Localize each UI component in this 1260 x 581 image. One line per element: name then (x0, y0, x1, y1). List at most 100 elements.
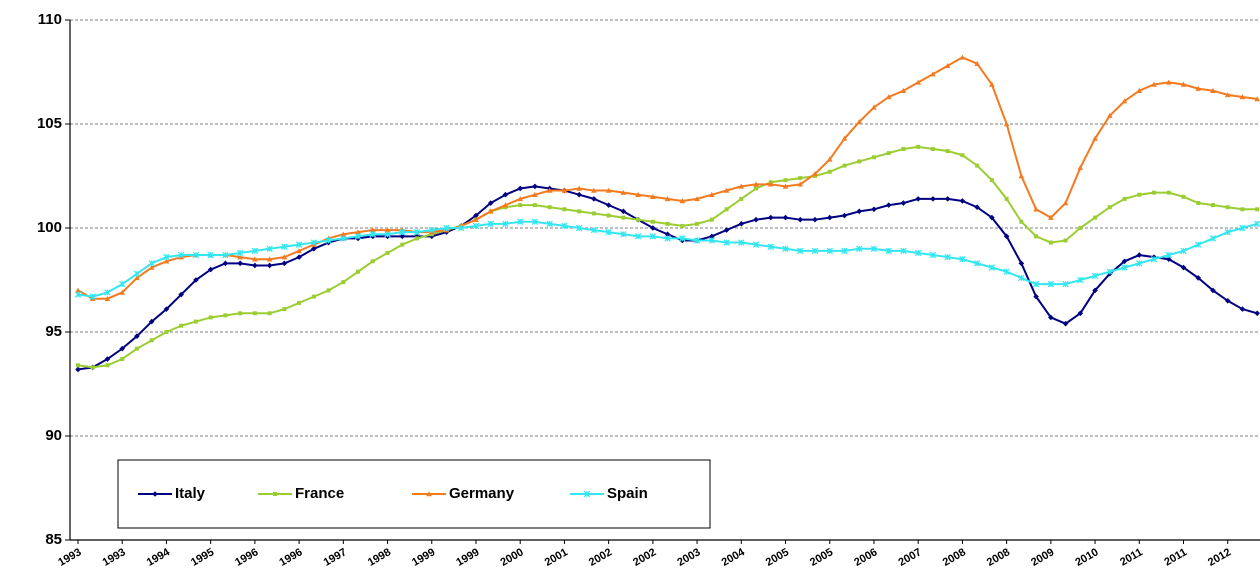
marker (133, 270, 141, 277)
marker (856, 208, 863, 215)
marker (826, 156, 833, 162)
marker (1003, 268, 1010, 275)
marker (738, 239, 745, 246)
marker (1004, 196, 1009, 201)
series (75, 54, 1260, 301)
marker (708, 237, 716, 244)
marker (723, 239, 730, 246)
marker (577, 209, 582, 214)
marker (930, 71, 936, 77)
marker (252, 311, 257, 316)
marker (1121, 98, 1128, 104)
marker (502, 202, 509, 208)
marker (989, 178, 994, 183)
marker (752, 241, 760, 248)
marker (208, 315, 213, 320)
marker (679, 235, 686, 242)
marker (738, 221, 745, 227)
marker (900, 247, 907, 255)
marker (1063, 238, 1068, 243)
marker (960, 153, 965, 158)
marker (1121, 258, 1128, 265)
marker (635, 191, 641, 197)
marker (163, 253, 170, 261)
marker (546, 187, 553, 193)
marker (1107, 112, 1113, 118)
marker (238, 311, 243, 316)
marker (1136, 87, 1143, 93)
marker (1166, 190, 1171, 195)
marker (163, 258, 170, 264)
marker (1018, 260, 1025, 267)
x-tick-label: 2002 (587, 546, 614, 569)
marker (709, 217, 714, 222)
marker (664, 231, 671, 238)
marker (296, 248, 302, 254)
marker (1047, 280, 1055, 288)
marker (399, 233, 406, 240)
marker (974, 60, 980, 66)
marker (1077, 164, 1084, 170)
marker (458, 224, 465, 232)
x-tick-label: 1993 (101, 546, 128, 569)
marker (487, 200, 494, 206)
marker (590, 226, 598, 234)
y-tick-label: 105 (37, 115, 62, 132)
marker (134, 333, 140, 339)
x-tick-label: 1997 (322, 546, 349, 569)
marker (1048, 240, 1053, 245)
marker (871, 104, 877, 110)
y-tick-label: 95 (45, 323, 62, 340)
marker (753, 216, 759, 223)
marker (1224, 92, 1231, 98)
marker (76, 363, 80, 368)
marker (1033, 293, 1039, 300)
marker (974, 204, 980, 210)
marker (797, 216, 804, 223)
marker (605, 202, 612, 208)
marker (266, 262, 273, 269)
marker (944, 62, 951, 68)
marker (1210, 87, 1216, 93)
marker (354, 233, 362, 240)
marker (237, 254, 243, 260)
marker (1077, 276, 1084, 284)
marker (282, 307, 287, 312)
marker (901, 146, 906, 151)
marker (929, 251, 937, 259)
marker (1196, 201, 1201, 206)
marker (443, 224, 450, 232)
marker (222, 260, 229, 267)
x-tick-label: 2005 (764, 546, 791, 569)
marker (1151, 81, 1157, 87)
marker (400, 242, 405, 247)
marker (426, 491, 432, 497)
x-tick-label: 2007 (896, 546, 923, 569)
marker (944, 253, 951, 261)
marker (900, 87, 907, 93)
series (76, 144, 1260, 370)
marker (340, 235, 347, 242)
series-line (77, 56, 1258, 300)
marker (841, 247, 848, 255)
marker (664, 235, 671, 242)
marker (885, 202, 892, 208)
marker (649, 233, 657, 240)
marker (650, 219, 655, 224)
marker (207, 251, 214, 259)
x-tick-label: 2008 (985, 546, 1012, 569)
marker (415, 236, 420, 241)
marker (148, 318, 155, 325)
marker (1150, 255, 1158, 263)
marker (665, 221, 670, 226)
marker (75, 366, 81, 373)
marker (797, 181, 804, 187)
marker (959, 54, 966, 60)
marker (1240, 207, 1245, 212)
marker (988, 264, 996, 271)
marker (797, 247, 804, 255)
marker (782, 183, 789, 189)
marker (871, 155, 876, 160)
x-tick-label: 1994 (145, 546, 173, 569)
x-tick-label: 2001 (543, 546, 570, 569)
